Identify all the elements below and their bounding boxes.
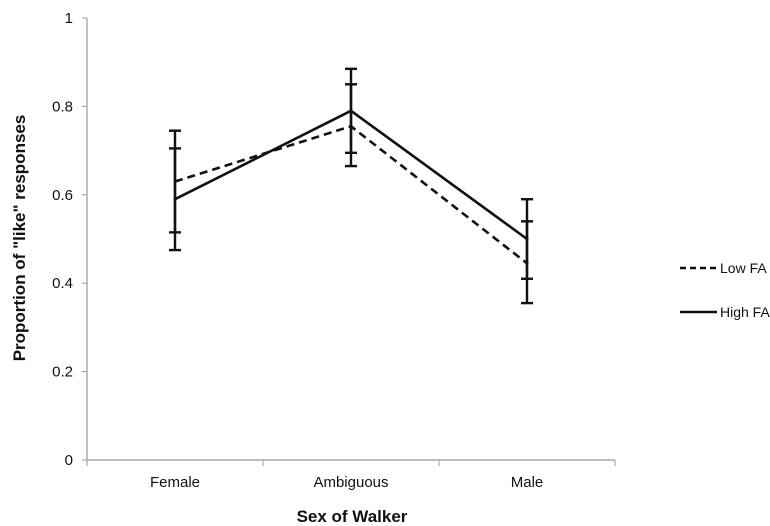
errorbar-layer [169, 67, 533, 305]
legend-label-low-fa: Low FA [720, 260, 767, 276]
legend-item-high-fa: High FA [680, 304, 770, 320]
y-tick-label: 0.2 [52, 364, 73, 381]
legend: Low FA High FA [680, 260, 770, 320]
error-bar-high-fa [345, 67, 357, 155]
legend-label-high-fa: High FA [720, 304, 770, 320]
y-tick-label: 1 [65, 10, 73, 27]
y-tick-label: 0.8 [52, 98, 73, 115]
y-tick-label: 0.4 [52, 275, 73, 292]
error-bar-high-fa [521, 198, 533, 280]
x-axis-title: Sex of Walker [297, 507, 408, 526]
y-axis-ticks: 0 0.2 0.4 0.6 0.8 1 [52, 10, 87, 469]
x-tick-label: Male [511, 474, 544, 491]
error-bar-high-fa [169, 147, 181, 252]
y-axis-title: Proportion of "like" responses [10, 115, 29, 362]
legend-item-low-fa: Low FA [680, 260, 767, 276]
axes [86, 18, 615, 461]
y-tick-label: 0.6 [52, 187, 73, 204]
y-tick-label: 0 [65, 452, 73, 469]
x-tick-label: Female [150, 474, 200, 491]
x-axis-ticks: Female Ambiguous Male [86, 460, 616, 491]
x-tick-label: Ambiguous [313, 474, 388, 491]
